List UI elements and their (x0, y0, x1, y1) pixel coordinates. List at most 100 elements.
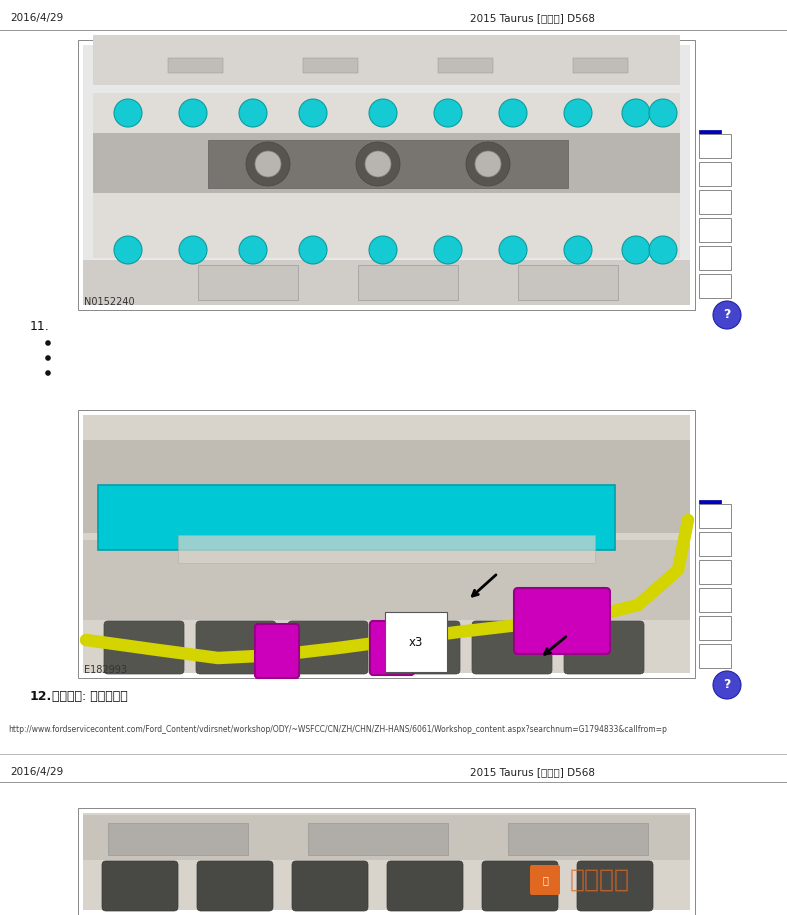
FancyBboxPatch shape (197, 861, 273, 911)
Bar (83, 440, 690, 533)
Bar (699, 560, 731, 584)
Circle shape (45, 340, 51, 346)
Circle shape (649, 236, 677, 264)
Circle shape (356, 142, 400, 186)
Text: 2015 Taurus [金牛座] D568: 2015 Taurus [金牛座] D568 (470, 13, 595, 23)
FancyBboxPatch shape (387, 861, 463, 911)
Circle shape (499, 99, 527, 127)
Bar (508, 823, 648, 855)
Bar (83, 415, 690, 673)
Circle shape (564, 236, 592, 264)
Circle shape (299, 99, 327, 127)
Bar (699, 644, 731, 668)
FancyBboxPatch shape (577, 861, 653, 911)
FancyBboxPatch shape (104, 621, 184, 674)
Text: 12.: 12. (30, 691, 52, 704)
Circle shape (622, 236, 650, 264)
Bar (78, 40, 695, 310)
Text: ?: ? (723, 308, 730, 321)
Bar (93, 133, 680, 193)
Text: 2016/4/29: 2016/4/29 (10, 767, 63, 777)
Text: 汽: 汽 (542, 875, 548, 885)
Circle shape (649, 99, 677, 127)
FancyBboxPatch shape (380, 621, 460, 674)
Circle shape (434, 99, 462, 127)
FancyBboxPatch shape (564, 621, 644, 674)
FancyBboxPatch shape (370, 621, 414, 675)
Bar (83, 815, 690, 860)
Bar (308, 823, 448, 855)
Bar (0, 0, 787, 760)
FancyBboxPatch shape (472, 621, 552, 674)
FancyBboxPatch shape (482, 861, 558, 911)
FancyBboxPatch shape (102, 861, 178, 911)
Bar (438, 58, 493, 73)
Circle shape (239, 236, 267, 264)
Bar (699, 190, 731, 214)
Bar (0, 757, 787, 915)
Bar (699, 134, 731, 158)
Bar (98, 485, 615, 550)
Bar (699, 246, 731, 270)
Bar (699, 130, 721, 145)
Text: N0152240: N0152240 (84, 297, 135, 307)
Bar (0, 758, 787, 915)
Circle shape (713, 671, 741, 699)
Bar (78, 808, 695, 915)
Circle shape (499, 236, 527, 264)
Text: 汽修帮手: 汽修帮手 (570, 868, 630, 892)
Bar (208, 140, 568, 188)
Text: 2015 Taurus [金牛座] D568: 2015 Taurus [金牛座] D568 (470, 767, 595, 777)
FancyBboxPatch shape (288, 621, 368, 674)
Bar (93, 93, 680, 258)
Bar (93, 35, 680, 85)
Circle shape (45, 355, 51, 361)
FancyBboxPatch shape (196, 621, 276, 674)
Bar (83, 260, 690, 305)
Bar (518, 265, 618, 300)
FancyBboxPatch shape (255, 624, 299, 678)
Circle shape (713, 301, 741, 329)
Polygon shape (721, 140, 731, 152)
Bar (699, 274, 731, 298)
Bar (699, 162, 731, 186)
Text: 2016/4/29: 2016/4/29 (10, 13, 63, 23)
Bar (0, 753, 787, 755)
Bar (699, 532, 731, 556)
Circle shape (246, 142, 290, 186)
Polygon shape (721, 510, 731, 522)
Circle shape (369, 236, 397, 264)
Text: ?: ? (723, 679, 730, 692)
Bar (699, 588, 731, 612)
Bar (699, 500, 721, 515)
Circle shape (365, 151, 391, 177)
FancyBboxPatch shape (530, 865, 560, 895)
Circle shape (179, 236, 207, 264)
Bar (168, 58, 223, 73)
FancyBboxPatch shape (292, 861, 368, 911)
Text: http://www.fordservicecontent.com/Ford_Content/vdirsnet/workshop/ODY/~WSFCC/CN/Z: http://www.fordservicecontent.com/Ford_C… (8, 726, 667, 735)
Text: 通用设备: 管夹拆装器: 通用设备: 管夹拆装器 (52, 691, 127, 704)
Bar (198, 265, 298, 300)
Text: x3: x3 (408, 636, 423, 649)
Bar (83, 45, 690, 305)
Bar (78, 410, 695, 678)
Circle shape (434, 236, 462, 264)
Bar (358, 265, 458, 300)
FancyBboxPatch shape (514, 588, 610, 654)
Circle shape (475, 151, 501, 177)
Circle shape (114, 99, 142, 127)
Bar (699, 218, 731, 242)
Circle shape (114, 236, 142, 264)
Circle shape (564, 99, 592, 127)
Circle shape (369, 99, 397, 127)
Circle shape (299, 236, 327, 264)
Circle shape (622, 99, 650, 127)
Circle shape (239, 99, 267, 127)
Bar (573, 58, 628, 73)
Text: E182993: E182993 (84, 665, 127, 675)
Bar (303, 58, 358, 73)
Text: 11.: 11. (30, 319, 50, 332)
Circle shape (255, 151, 281, 177)
Bar (83, 813, 690, 910)
